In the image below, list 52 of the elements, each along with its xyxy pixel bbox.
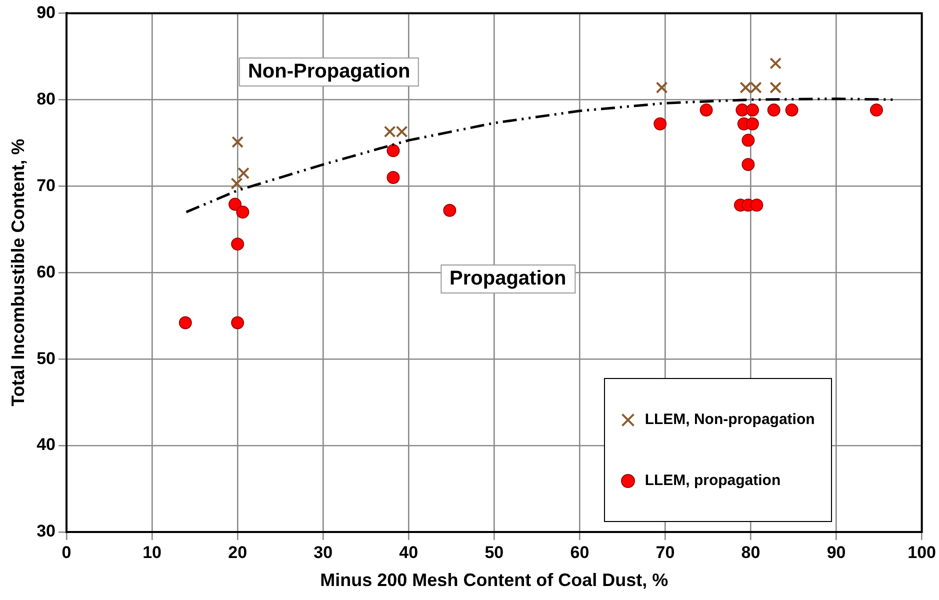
x-tick-label: 60 <box>570 542 590 562</box>
x-tick-label: 70 <box>656 542 675 562</box>
y-tick-label: 40 <box>36 435 56 454</box>
x-tick-label: 90 <box>826 542 846 562</box>
y-tick-label: 50 <box>36 348 56 368</box>
legend-label: LLEM, propagation <box>644 472 781 489</box>
point <box>746 117 759 130</box>
x-tick-label: 20 <box>228 542 248 562</box>
x-tick-label: 100 <box>908 542 936 562</box>
point <box>742 134 755 147</box>
point <box>750 82 762 94</box>
point <box>178 316 192 330</box>
x-tick-label: 0 <box>62 542 72 562</box>
point <box>386 170 400 184</box>
y-axis-title: Total Incombustible Content, % <box>8 138 28 406</box>
y-tick-label: 30 <box>36 522 56 541</box>
point <box>870 104 883 117</box>
point <box>656 82 668 94</box>
point <box>231 238 244 251</box>
point <box>443 204 456 217</box>
point <box>230 178 243 190</box>
y-tick-label: 90 <box>36 2 56 22</box>
annotation: Non-Propagation <box>238 58 420 87</box>
point <box>740 82 752 94</box>
point <box>742 158 755 172</box>
point <box>396 126 408 138</box>
point <box>770 57 782 70</box>
point <box>232 136 244 148</box>
x-tick-label: 30 <box>314 542 333 562</box>
point <box>750 198 764 212</box>
point <box>228 198 242 211</box>
point <box>384 126 396 138</box>
point <box>785 104 798 117</box>
point <box>700 104 713 117</box>
y-tick-label: 60 <box>36 262 56 282</box>
point <box>746 104 759 117</box>
x-tick-label: 10 <box>142 542 162 562</box>
legend-label: LLEM, Non-propagation <box>644 411 815 428</box>
y-tick-label: 80 <box>36 89 56 108</box>
point <box>231 316 244 330</box>
point <box>654 117 667 130</box>
point <box>386 144 400 158</box>
point <box>770 82 782 94</box>
x-tick-label: 80 <box>741 542 760 562</box>
x-axis-title: Minus 200 Mesh Content of Coal Dust, % <box>320 570 668 590</box>
point <box>767 104 780 117</box>
y-tick-label: 70 <box>36 176 56 195</box>
x-tick-label: 40 <box>399 542 418 562</box>
point <box>236 206 250 219</box>
point <box>238 167 250 180</box>
x-tick-label: 50 <box>484 542 504 562</box>
annotation: Propagation <box>440 264 576 294</box>
